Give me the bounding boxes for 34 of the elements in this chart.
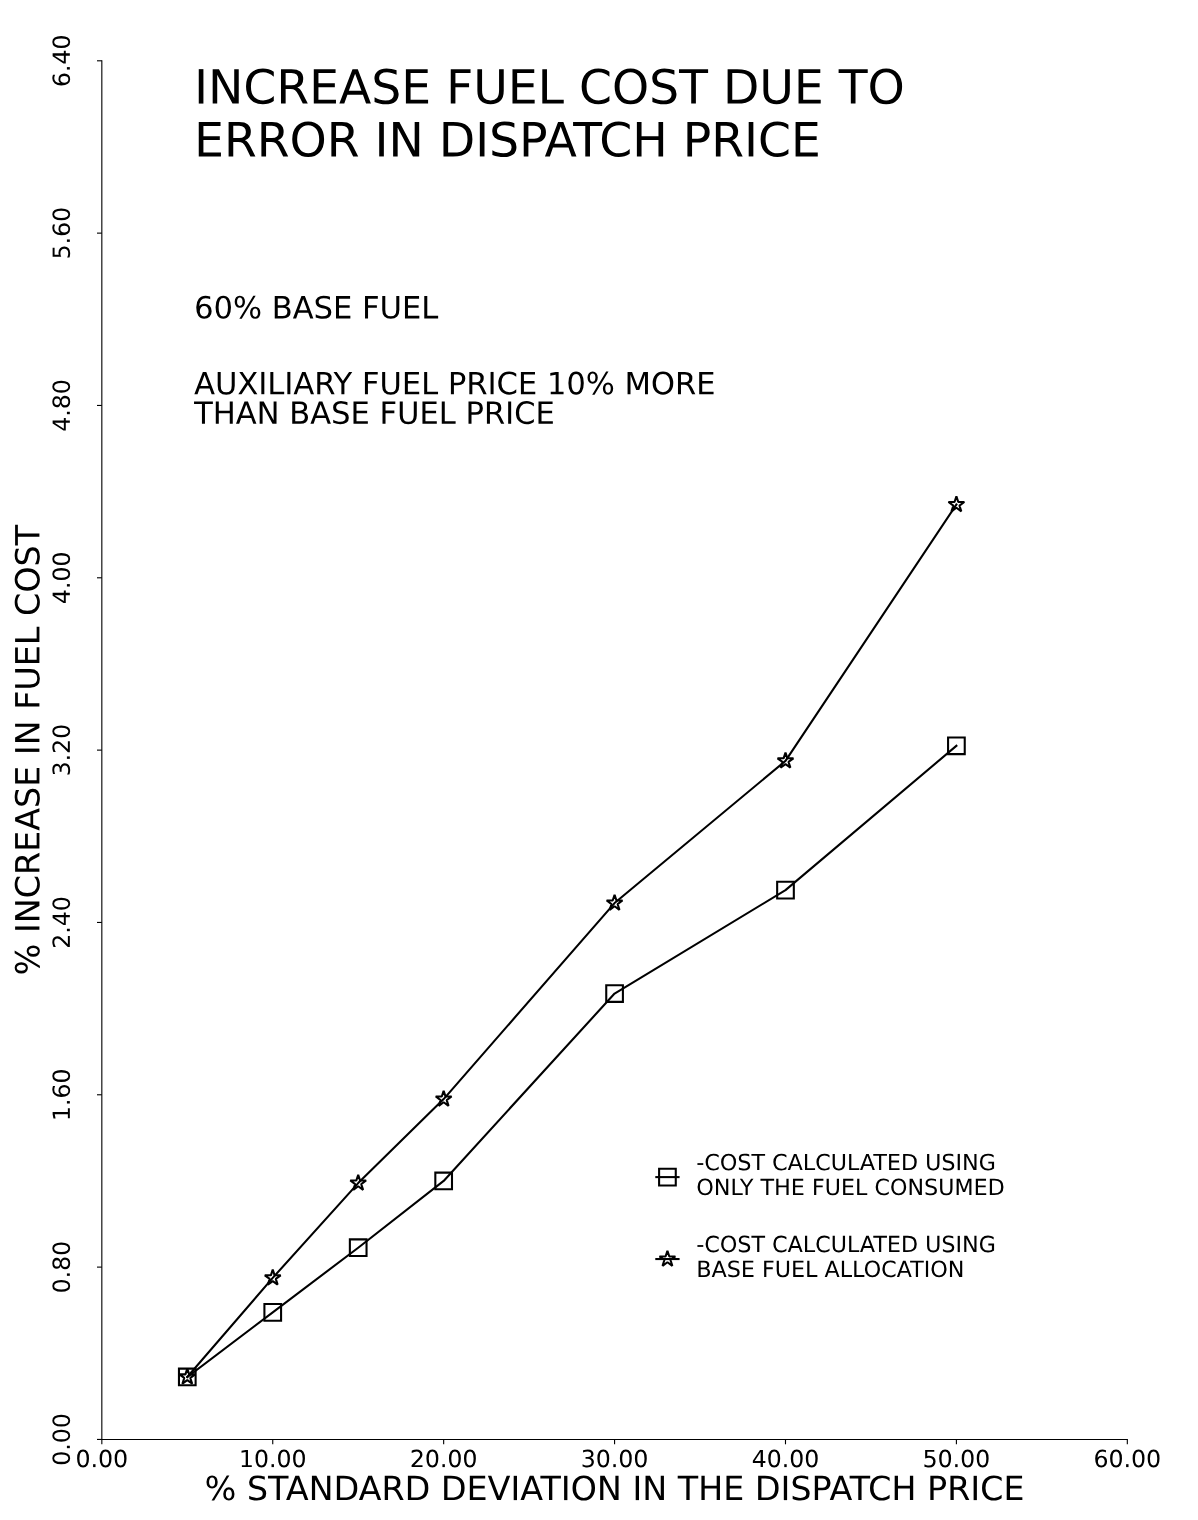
y-tick-label: 2.40 bbox=[52, 897, 71, 948]
point bbox=[263, 1268, 282, 1286]
y-tick-label: 5.60 bbox=[52, 208, 71, 258]
x-tick-label: 40.00 bbox=[752, 1449, 818, 1468]
x-tick-label: 20.00 bbox=[411, 1449, 476, 1468]
legend-label: -COST CALCULATED USING BASE FUEL ALLOCATION bbox=[697, 1235, 995, 1278]
y-tick-label: 1.60 bbox=[52, 1070, 71, 1119]
point bbox=[776, 751, 795, 769]
x-axis-title: % STANDARD DEVIATION IN THE DISPATCH PRICE bbox=[206, 1475, 1023, 1501]
point bbox=[349, 1173, 368, 1191]
point bbox=[348, 1238, 368, 1258]
point bbox=[605, 893, 624, 911]
point bbox=[947, 495, 966, 513]
point bbox=[605, 984, 624, 1003]
legend-label: -COST CALCULATED USING ONLY THE FUEL CONSUMED bbox=[697, 1153, 1004, 1196]
y-tick-label: 4.00 bbox=[52, 553, 71, 603]
y-tick-label: 0.80 bbox=[52, 1242, 71, 1292]
y-tick-label: 6.40 bbox=[52, 36, 71, 86]
point bbox=[263, 1302, 283, 1322]
point bbox=[434, 1171, 454, 1191]
point bbox=[776, 880, 795, 900]
x-tick-label: 10.00 bbox=[241, 1449, 305, 1468]
annotation: 60% BASE FUEL bbox=[196, 295, 439, 319]
x-tick-label: 0.00 bbox=[77, 1449, 127, 1468]
point bbox=[434, 1089, 453, 1107]
x-tick-label: 50.00 bbox=[924, 1449, 989, 1468]
y-axis-title: % INCREASE IN FUEL COST bbox=[14, 524, 40, 974]
text: INCREASE FUEL COST DUE TO ERROR IN DISPATCH PRICE bbox=[198, 68, 903, 158]
point bbox=[947, 736, 966, 756]
y-tick-label: 3.20 bbox=[52, 725, 71, 775]
x-tick-label: 60.00 bbox=[1095, 1449, 1160, 1468]
x-tick-label: 30.00 bbox=[582, 1449, 647, 1468]
annotation: AUXILIARY FUEL PRICE 10% MORE THAN BASE FUEL PRICE bbox=[194, 371, 714, 425]
y-tick-label: 4.80 bbox=[52, 380, 71, 431]
